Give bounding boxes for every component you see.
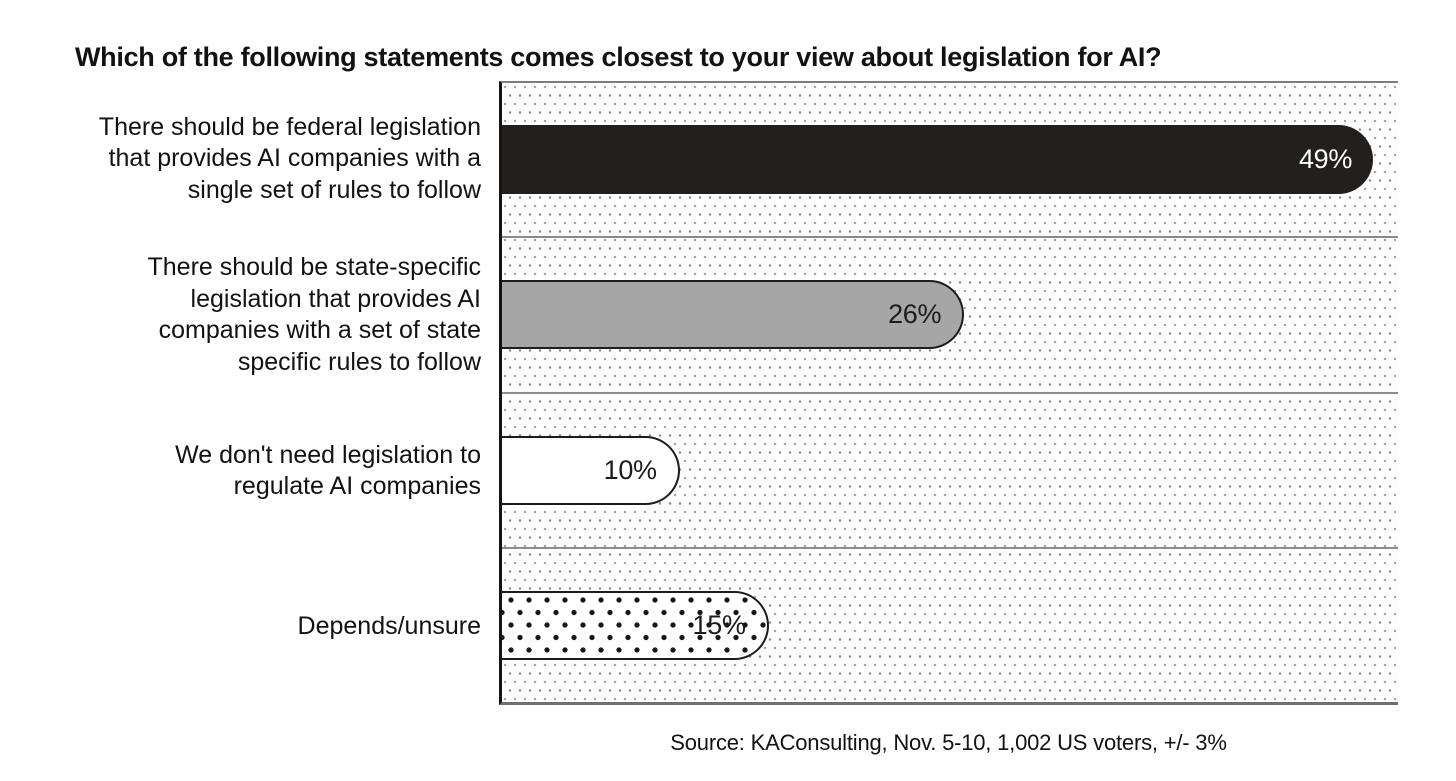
chart-bar: 49% bbox=[502, 125, 1374, 195]
category-labels: There should be federal legislation that… bbox=[0, 81, 499, 705]
bar-value-label: 26% bbox=[888, 299, 942, 330]
category-label-text: We don't need legislation to regulate AI… bbox=[175, 440, 481, 501]
category-label: There should be federal legislation that… bbox=[0, 81, 499, 237]
category-label: Depends/unsure bbox=[0, 549, 499, 705]
chart-bar: 10% bbox=[502, 435, 680, 505]
category-label-text: There should be federal legislation that… bbox=[98, 112, 481, 204]
category-label-text: Depends/unsure bbox=[297, 612, 481, 641]
source-note: Source: KAConsulting, Nov. 5-10, 1,002 U… bbox=[670, 730, 1227, 755]
chart-row: 26% bbox=[502, 236, 1398, 391]
chart-bar: 26% bbox=[502, 280, 965, 350]
bar-value-label: 10% bbox=[603, 454, 657, 485]
plot-area: 49% 26% 10% 15% bbox=[499, 81, 1398, 705]
chart-row: 10% bbox=[502, 391, 1398, 547]
category-label-text: There should be state-specific legislati… bbox=[147, 253, 481, 376]
bar-value-label: 15% bbox=[692, 609, 746, 640]
category-label: There should be state-specific legislati… bbox=[0, 237, 499, 393]
chart-row: 49% bbox=[502, 83, 1398, 236]
chart-bar: 15% bbox=[502, 590, 769, 660]
chart-title: Which of the following statements comes … bbox=[75, 42, 1162, 73]
category-label: We don't need legislation to regulate AI… bbox=[0, 393, 499, 549]
bar-value-label: 49% bbox=[1298, 144, 1353, 175]
chart-row: 15% bbox=[502, 546, 1398, 702]
